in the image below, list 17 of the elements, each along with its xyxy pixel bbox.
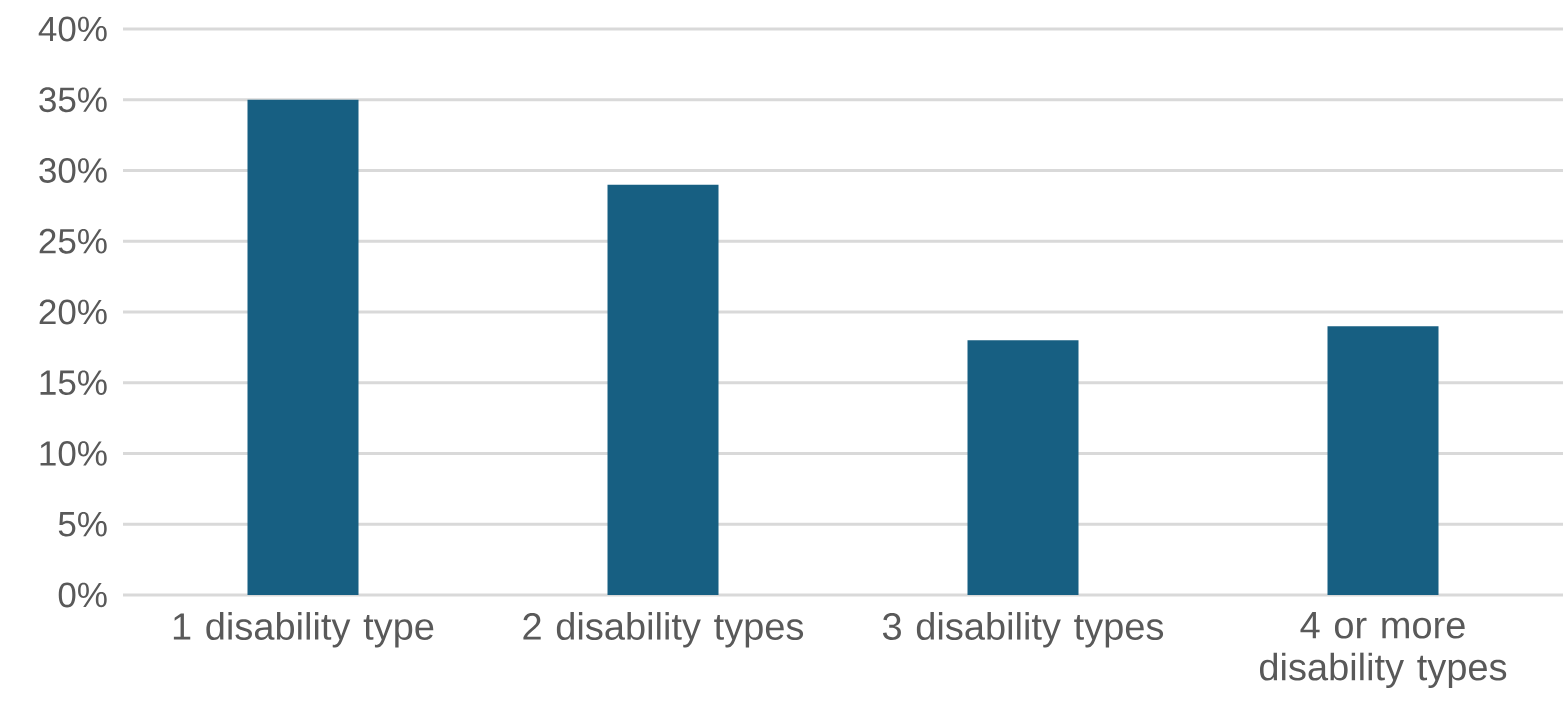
y-tick-label: 5% bbox=[58, 511, 107, 537]
y-tick-label: 30% bbox=[39, 158, 107, 183]
y-tick-label: 20% bbox=[39, 299, 107, 325]
y-tick-label: 10% bbox=[40, 441, 107, 466]
y-tick-label: 15% bbox=[40, 370, 107, 396]
x-tick-label: 1 disability type bbox=[173, 612, 434, 648]
x-tick-label: 3 disability types bbox=[882, 612, 1164, 648]
x-tick-label: 2 disability types bbox=[523, 612, 804, 648]
y-tick-label: 0% bbox=[58, 582, 107, 608]
y-tick-label: 40% bbox=[38, 16, 107, 42]
y-tick-label: 25% bbox=[39, 228, 107, 254]
bar bbox=[607, 184, 719, 595]
bar bbox=[967, 340, 1079, 595]
bar bbox=[247, 99, 359, 595]
y-tick-label: 35% bbox=[39, 87, 107, 113]
x-tick-label: 4 or more disability types bbox=[1259, 612, 1507, 689]
bar bbox=[1327, 326, 1439, 595]
